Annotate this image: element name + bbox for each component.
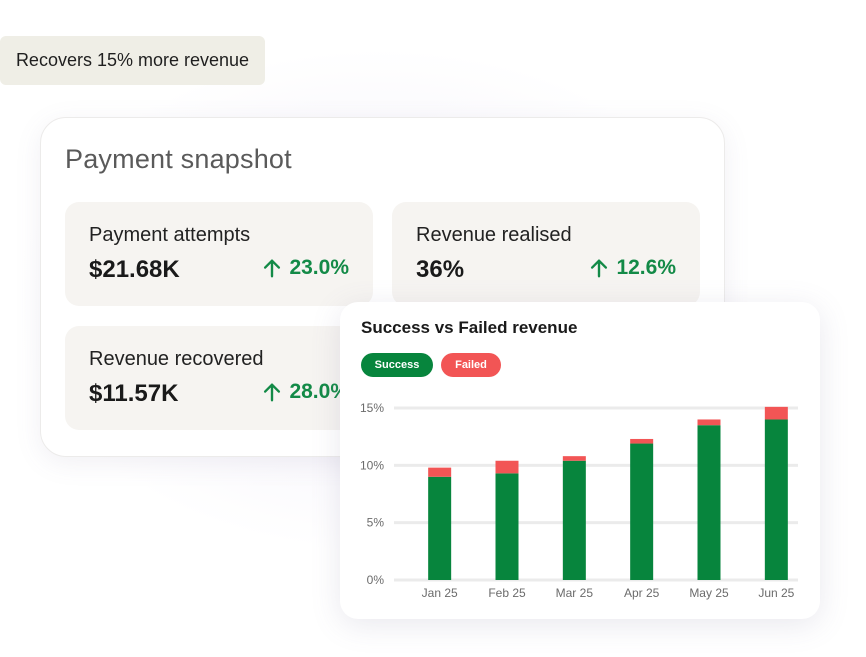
kpi-change: 12.6% xyxy=(588,256,676,280)
x-tick-label: Feb 25 xyxy=(488,586,526,600)
kpi-revenue-recovered: Revenue recovered $11.57K 28.0% xyxy=(65,326,373,430)
snapshot-title: Payment snapshot xyxy=(65,144,292,174)
bar-success xyxy=(562,460,586,580)
bar-success xyxy=(764,419,788,580)
legend-success[interactable]: Success xyxy=(361,353,433,377)
y-tick-label: 15% xyxy=(360,401,384,415)
bar-failed xyxy=(495,460,519,474)
bar-success xyxy=(495,473,519,580)
x-tick-label: Mar 25 xyxy=(556,586,594,600)
arrow-up-icon xyxy=(264,259,281,278)
revenue-chart-card: 0% 5% 10% 15% Jan 25 Feb 25 Mar 25 Apr 25 May 25… xyxy=(340,302,820,619)
revenue-badge-text: Recovers 15% more revenue xyxy=(15,50,250,70)
kpi-change: 28.0% xyxy=(261,380,349,404)
bar-failed xyxy=(428,467,452,477)
kpi-label: Revenue recovered xyxy=(89,348,264,370)
kpi-value: 36% xyxy=(416,256,465,283)
kpi-change: 23.0% xyxy=(261,256,349,280)
x-tick-label: Jun 25 xyxy=(758,586,794,600)
x-tick-label: Jan 25 xyxy=(422,586,458,600)
arrow-up-icon xyxy=(591,259,608,278)
x-tick-label: May 25 xyxy=(689,586,729,600)
kpi-payment-attempts: Payment attempts $21.68K 23.0% xyxy=(65,202,373,306)
x-tick-label: Apr 25 xyxy=(624,586,660,600)
legend-failed[interactable]: Failed xyxy=(441,353,501,377)
revenue-badge: Recovers 15% more revenue xyxy=(0,36,265,85)
kpi-change-value: 12.6% xyxy=(616,256,676,279)
kpi-label: Payment attempts xyxy=(89,224,251,246)
kpi-label: Revenue realised xyxy=(416,224,572,246)
bar-success xyxy=(428,476,452,580)
y-tick-label: 5% xyxy=(367,516,385,530)
kpi-value: $11.57K xyxy=(89,380,179,407)
bar-failed xyxy=(562,456,586,461)
y-tick-label: 10% xyxy=(360,458,384,472)
bar-failed xyxy=(697,419,721,426)
bar-failed xyxy=(764,406,788,420)
legend-failed-label: Failed xyxy=(455,359,487,371)
legend-success-label: Success xyxy=(374,359,420,371)
kpi-revenue-realised: Revenue realised 36% 12.6% xyxy=(392,202,700,306)
bar-failed xyxy=(630,438,654,444)
arrow-up-icon xyxy=(264,383,281,402)
y-tick-label: 0% xyxy=(367,573,385,587)
kpi-change-value: 28.0% xyxy=(289,380,349,403)
bar-success xyxy=(630,443,654,580)
kpi-value: $21.68K xyxy=(89,256,180,283)
revenue-chart: 0% 5% 10% 15% Jan 25 Feb 25 Mar 25 Apr 25 May 25… xyxy=(360,401,798,600)
kpi-change-value: 23.0% xyxy=(289,256,349,279)
chart-title: Success vs Failed revenue xyxy=(361,318,578,337)
bar-success xyxy=(697,425,721,580)
payment-snapshot-card: Payment snapshot Payment attempts $21.68… xyxy=(40,117,725,457)
